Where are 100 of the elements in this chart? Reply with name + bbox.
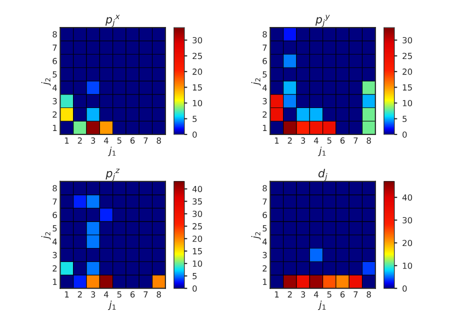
color-bar-label: 10 [192, 100, 202, 106]
x-tick-label: 3 [301, 137, 306, 144]
chart-title: d$_{j}$ [318, 168, 328, 181]
y-tick-label: 5 [262, 71, 267, 78]
y-tick-label: 6 [262, 58, 267, 64]
x-tick-label: 7 [144, 291, 148, 298]
chart-title: p$_{j}$$^{z}$ [106, 168, 120, 181]
y-tick-label: 3 [52, 98, 57, 104]
color-bar-label: 10 [402, 100, 412, 106]
color-bar-label: 15 [192, 84, 202, 91]
color-bar-label: 25 [192, 223, 202, 230]
x-tick-label: 3 [91, 291, 96, 298]
color-bar-label: 25 [402, 52, 412, 60]
y-axis-title: j$_{2}$ [41, 78, 51, 86]
y-tick-label: 6 [52, 212, 57, 218]
color-bar-label: 40 [192, 186, 202, 192]
color-bar-label: 25 [192, 52, 202, 60]
color-bar-label: 0 [402, 131, 407, 138]
x-tick-label: 1 [275, 137, 279, 144]
y-tick-label: 5 [52, 71, 57, 78]
y-tick-label: 2 [262, 111, 267, 118]
x-tick-label: 1 [65, 137, 69, 144]
color-bar-label: 10 [402, 262, 412, 269]
x-tick-label: 2 [288, 291, 292, 298]
y-tick-label: 7 [52, 44, 57, 51]
color-bar-label: 30 [192, 210, 202, 218]
color-bar-label: 35 [192, 198, 202, 205]
y-tick-label: 4 [262, 238, 267, 245]
y-tick-label: 5 [262, 225, 267, 232]
y-tick-label: 4 [52, 238, 57, 245]
color-bar-label: 15 [402, 84, 412, 91]
x-tick-label: 1 [65, 291, 69, 298]
x-tick-label: 7 [144, 137, 148, 144]
color-bar-label: 40 [402, 194, 412, 201]
x-tick-label: 3 [301, 291, 306, 298]
x-tick-label: 6 [340, 291, 345, 298]
y-axis-title: j$_{2}$ [251, 78, 261, 86]
x-tick-label: 2 [78, 137, 82, 144]
color-bar-label: 20 [402, 68, 412, 75]
x-tick-label: 5 [117, 137, 122, 144]
x-tick-label: 8 [156, 291, 161, 298]
y-tick-label: 8 [262, 185, 267, 192]
color-bar-label: 20 [402, 240, 412, 246]
y-tick-label: 7 [52, 198, 57, 205]
x-tick-label: 6 [130, 291, 135, 298]
x-tick-label: 4 [314, 291, 318, 298]
y-tick-label: 6 [262, 212, 267, 218]
x-tick-label: 7 [354, 291, 358, 298]
x-tick-label: 8 [366, 291, 371, 298]
y-axis-title: j$_{2}$ [251, 232, 261, 240]
y-tick-label: 1 [53, 278, 57, 285]
y-tick-label: 1 [53, 124, 57, 131]
color-bar-label: 5 [192, 273, 197, 280]
x-tick-label: 6 [130, 137, 135, 144]
x-tick-label: 4 [104, 137, 108, 144]
color-bar-label: 5 [402, 116, 407, 122]
y-tick-label: 8 [52, 185, 57, 192]
x-tick-label: 2 [78, 291, 82, 298]
color-bar-label: 15 [192, 248, 202, 254]
y-tick-label: 8 [262, 31, 267, 38]
x-tick-label: 6 [340, 137, 345, 144]
y-tick-label: 4 [52, 84, 57, 91]
x-tick-label: 3 [91, 137, 96, 144]
y-tick-label: 1 [263, 124, 267, 131]
x-axis-title: j$_{1}$ [318, 146, 326, 156]
y-tick-label: 5 [52, 225, 57, 232]
color-bar-label: 20 [192, 68, 202, 75]
y-tick-label: 2 [52, 111, 57, 118]
x-axis-title: j$_{1}$ [318, 300, 326, 310]
x-tick-label: 4 [104, 291, 108, 298]
x-tick-label: 5 [327, 137, 332, 144]
x-tick-label: 5 [117, 291, 122, 298]
x-tick-label: 7 [354, 137, 358, 144]
color-bar-label: 30 [192, 37, 202, 44]
y-tick-label: 3 [262, 98, 267, 104]
y-tick-label: 3 [262, 252, 267, 258]
y-tick-label: 2 [262, 265, 267, 272]
y-tick-label: 4 [262, 84, 267, 91]
x-tick-label: 1 [275, 291, 279, 298]
color-bar-label: 0 [402, 285, 407, 292]
x-axis-title: j$_{1}$ [108, 146, 116, 156]
color-bar-label: 10 [192, 260, 202, 267]
x-tick-label: 8 [366, 137, 371, 144]
y-tick-label: 7 [262, 44, 267, 51]
color-bar-label: 5 [192, 116, 197, 122]
y-tick-label: 8 [52, 31, 57, 38]
x-tick-label: 2 [288, 137, 292, 144]
chart-title: p$_{j}$$^{x}$ [105, 14, 120, 27]
y-axis-title: j$_{2}$ [41, 232, 51, 240]
chart-title: p$_{j}$$^{y}$ [315, 14, 330, 27]
color-bar-label: 20 [192, 236, 202, 242]
x-axis-title: j$_{1}$ [108, 300, 116, 310]
y-tick-label: 6 [52, 58, 57, 64]
x-tick-label: 8 [156, 137, 161, 144]
y-tick-label: 7 [262, 198, 267, 205]
y-tick-label: 1 [263, 278, 267, 285]
color-bar-label: 0 [192, 285, 197, 292]
y-tick-label: 2 [52, 265, 57, 272]
color-bar-label: 0 [192, 131, 197, 138]
color-bar-label: 30 [402, 217, 412, 224]
